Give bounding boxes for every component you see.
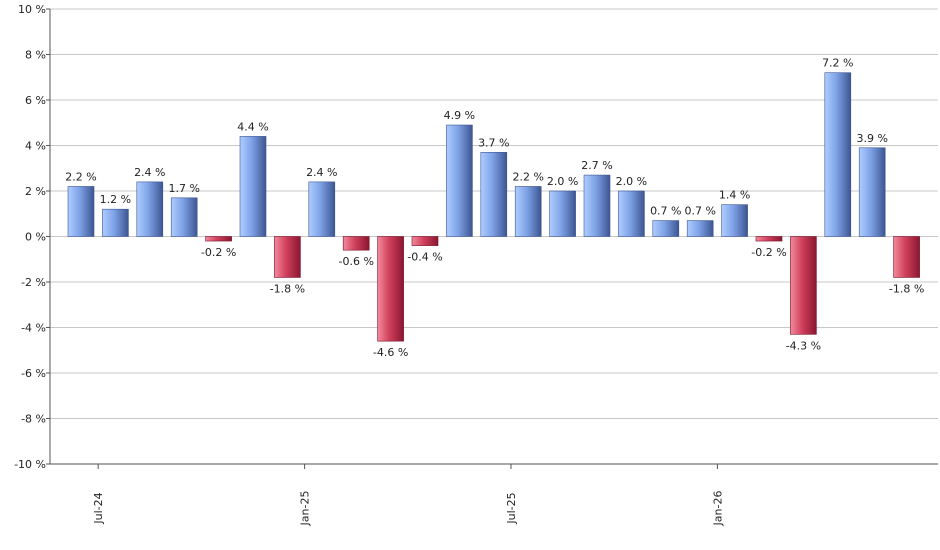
bar	[858, 147, 886, 237]
x-tick-label: Jan-25	[299, 491, 312, 527]
bar	[824, 72, 852, 237]
data-label: 1.7 %	[168, 182, 199, 195]
bar	[514, 186, 542, 237]
data-label: 3.9 %	[856, 132, 887, 145]
bar	[239, 136, 267, 237]
data-label: 2.7 %	[581, 159, 612, 172]
bar	[446, 124, 473, 237]
data-label: 0.7 %	[650, 205, 681, 218]
data-label: 2.0 %	[547, 175, 578, 188]
bar	[583, 174, 611, 237]
y-tick-label: 2 %	[25, 185, 46, 198]
bar	[755, 236, 783, 242]
data-label: -0.4 %	[407, 251, 442, 264]
data-label: 2.2 %	[65, 170, 96, 183]
bar	[480, 152, 508, 237]
bar	[549, 190, 576, 237]
x-tick-label: Jul-25	[505, 492, 518, 524]
bar	[686, 220, 714, 237]
data-label: 3.7 %	[478, 136, 509, 149]
bar	[618, 190, 645, 237]
data-labels: 2.2 %1.2 %2.4 %1.7 %-0.2 %4.4 %-1.8 %2.4…	[65, 57, 924, 359]
bar	[274, 236, 301, 278]
y-tick-label: 6 %	[25, 94, 46, 107]
data-label: 4.9 %	[444, 109, 475, 122]
bar	[136, 181, 164, 237]
y-tick-label: -2 %	[21, 276, 46, 289]
data-label: -0.2 %	[201, 246, 236, 259]
bar	[170, 197, 198, 237]
y-tick-label: 10 %	[18, 3, 46, 16]
y-tick-label: 8 %	[25, 49, 46, 62]
data-label: 1.4 %	[719, 189, 750, 202]
bar	[67, 186, 95, 237]
data-label: -1.8 %	[270, 282, 305, 295]
x-tick-label: Jul-24	[92, 492, 105, 524]
y-axis-ticks: -10 % -8 % -6 % -4 % -2 % 0 % 2 % 4 % 6 % 8 % 10 %	[14, 3, 50, 471]
data-label: 0.7 %	[684, 205, 715, 218]
bar	[205, 236, 232, 242]
y-tick-label: 0 %	[25, 231, 46, 244]
y-tick-label: -10 %	[14, 458, 46, 471]
data-label: 2.2 %	[512, 170, 543, 183]
data-label: -0.6 %	[338, 255, 373, 268]
x-tick-label: Jan-26	[711, 491, 724, 527]
y-tick-label: -8 %	[21, 413, 46, 426]
y-tick-label: -6 %	[21, 367, 46, 380]
bar	[652, 220, 680, 237]
data-label: -4.3 %	[786, 339, 821, 352]
data-label: 1.2 %	[100, 193, 131, 206]
y-tick-label: -4 %	[21, 322, 46, 335]
data-label: 2.4 %	[134, 166, 165, 179]
data-label: -0.2 %	[751, 246, 786, 259]
bar	[790, 236, 817, 335]
bar	[893, 236, 920, 278]
bar	[721, 204, 748, 237]
data-label: -1.8 %	[889, 282, 924, 295]
data-label: 2.4 %	[306, 166, 337, 179]
data-label: -4.6 %	[373, 346, 408, 359]
bar	[377, 236, 404, 342]
bars	[67, 72, 920, 342]
y-tick-label: 4 %	[25, 140, 46, 153]
bar	[308, 181, 336, 237]
bar	[342, 236, 370, 251]
data-label: 4.4 %	[237, 120, 268, 133]
bar	[102, 208, 129, 237]
x-axis-ticks: Jul-24 Jan-25 Jul-25 Jan-26	[92, 464, 724, 526]
data-label: 2.0 %	[616, 175, 647, 188]
bar	[411, 236, 439, 246]
data-label: 7.2 %	[822, 57, 853, 70]
